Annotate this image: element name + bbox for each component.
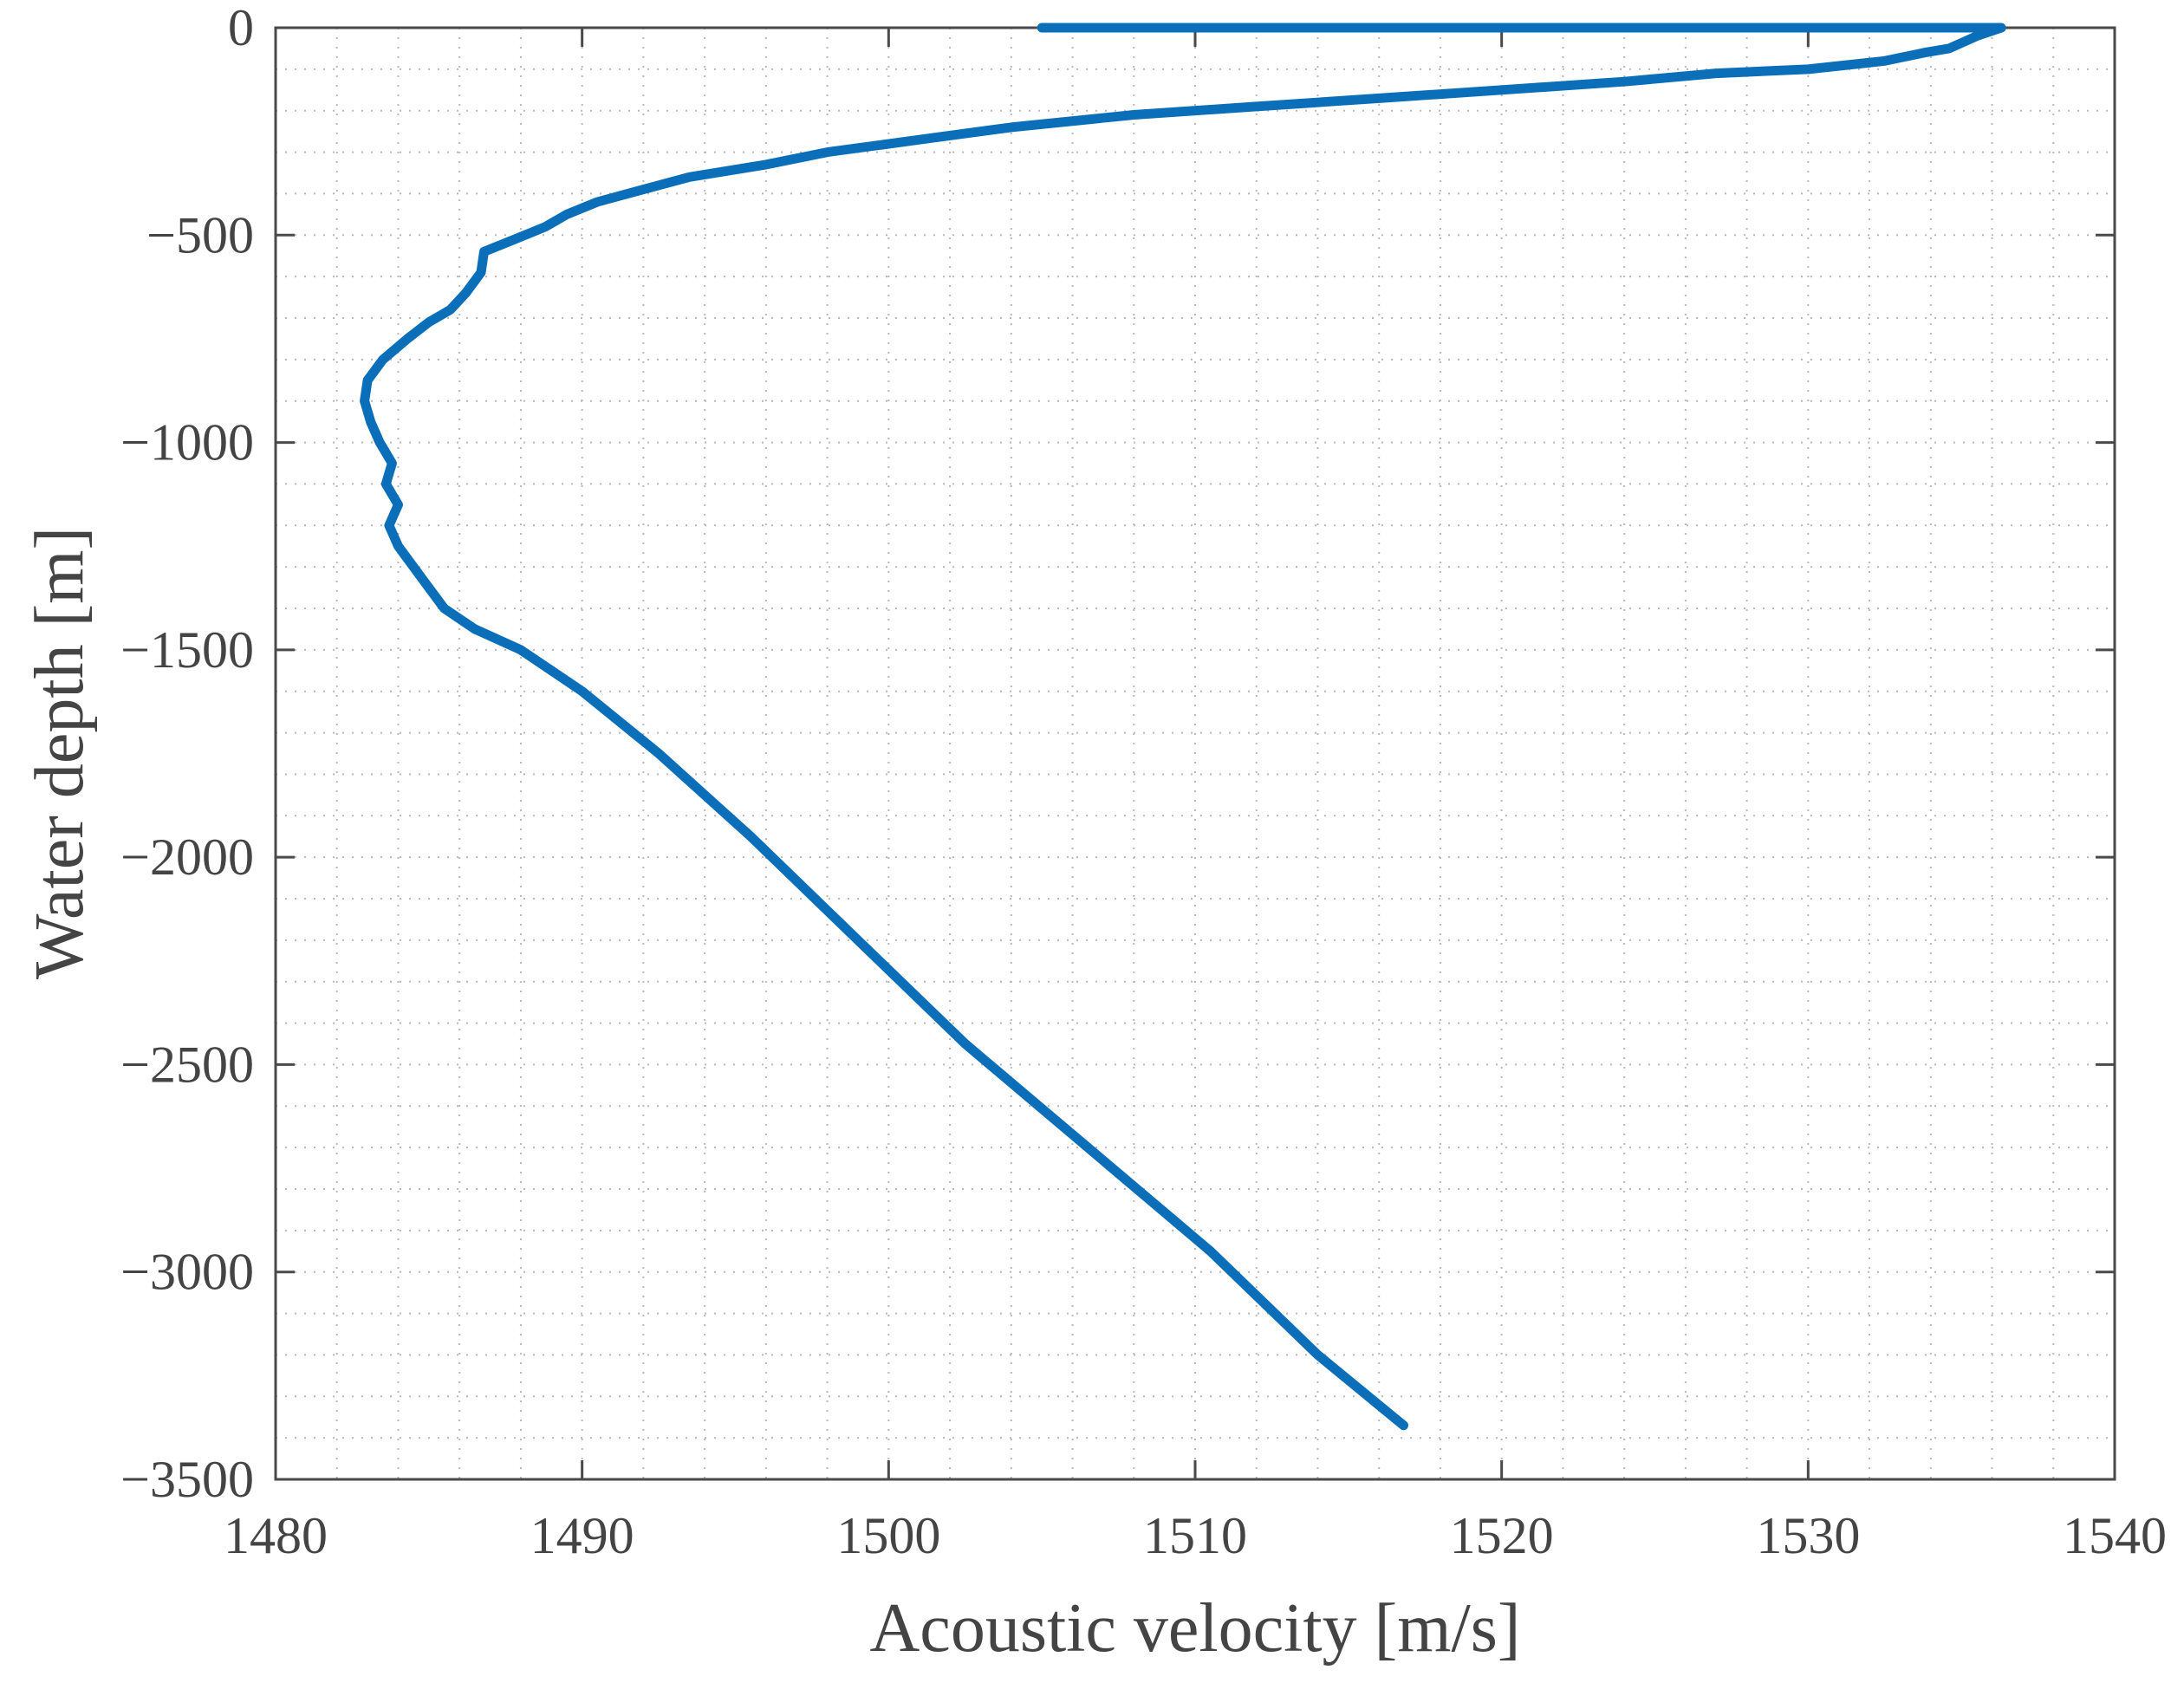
y-axis-title: Water depth [m]	[22, 527, 98, 979]
x-tick-label: 1500	[836, 1507, 940, 1564]
x-tick-label: 1540	[2063, 1507, 2167, 1564]
y-tick-label: −1500	[120, 621, 254, 679]
x-tick-label: 1520	[1450, 1507, 1554, 1564]
y-tick-label: 0	[228, 0, 254, 56]
y-tick-label: −1000	[120, 414, 254, 471]
series-layer	[360, 23, 2006, 1431]
y-tick-label: −3000	[120, 1244, 254, 1301]
x-tick-labels: 1480 1490 1500 1510 1520 1530 1540	[224, 1507, 2167, 1564]
y-tick-label: −500	[146, 206, 254, 263]
y-tick-label: −2000	[120, 829, 254, 886]
x-tick-label: 1490	[530, 1507, 634, 1564]
x-tick-label: 1480	[224, 1507, 328, 1564]
y-tick-label: −2500	[120, 1036, 254, 1093]
x-tick-label: 1510	[1143, 1507, 1247, 1564]
y-tick-labels: 0 −500 −1000 −1500 −2000 −2500 −3000 −3500	[120, 0, 254, 1508]
grid	[276, 28, 2115, 1479]
series-line	[360, 23, 2006, 1431]
x-axis-title: Acoustic velocity [m/s]	[870, 1590, 1521, 1667]
y-tick-label: −3500	[120, 1451, 254, 1508]
axis-ticks	[274, 26, 2116, 1481]
x-tick-label: 1530	[1756, 1507, 1860, 1564]
